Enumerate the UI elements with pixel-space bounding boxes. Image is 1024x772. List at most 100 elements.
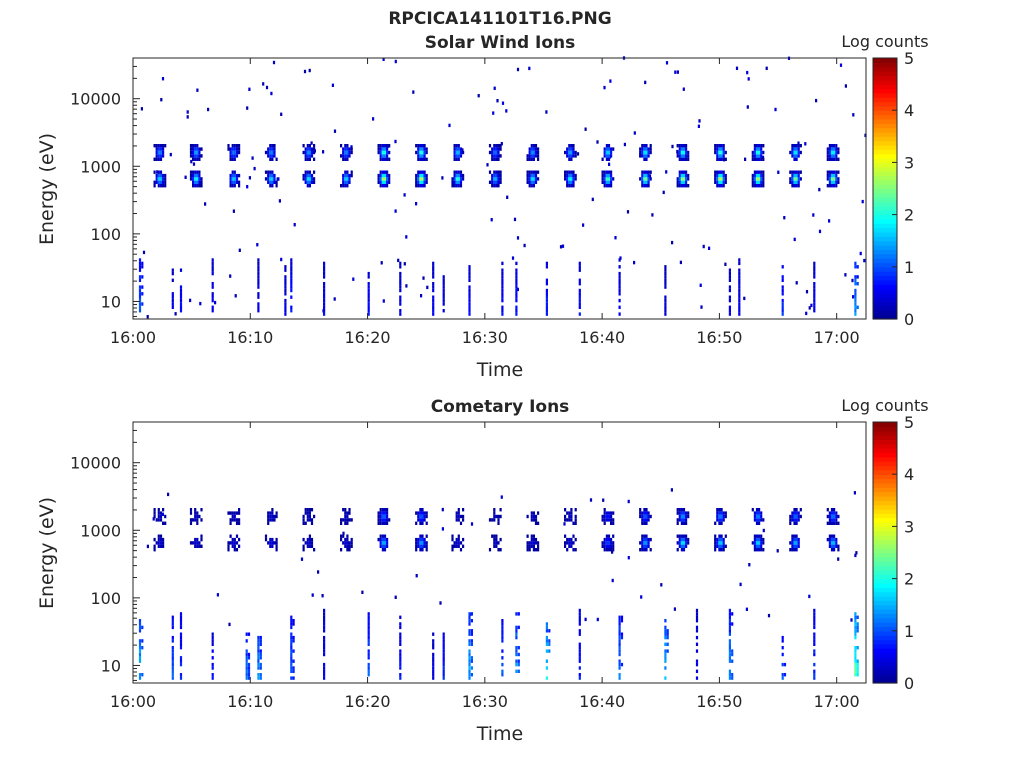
beam-cell [758, 144, 761, 148]
beam-cell [269, 150, 272, 155]
beam-cell [488, 170, 492, 174]
spike-cell [290, 268, 293, 272]
beam-cell [164, 180, 167, 184]
spike-cell [813, 275, 816, 279]
noise-cell [186, 115, 189, 119]
spike-cell [517, 625, 520, 630]
beam-cell [718, 177, 721, 181]
spike-cell [856, 659, 859, 663]
beam-cell [649, 177, 652, 181]
beam-cell [493, 177, 496, 181]
beam-cell [685, 511, 688, 515]
beam-cell [417, 544, 420, 548]
beam-cell [302, 144, 305, 148]
beam-cell [685, 173, 688, 178]
colorbar-segment [873, 145, 897, 150]
beam-cell [455, 144, 458, 148]
beam-cell [830, 537, 834, 542]
beam-cell [196, 537, 199, 542]
spike-cell [854, 298, 857, 303]
beam-cell [267, 514, 270, 519]
panel-cometary-ions: Cometary Ions 16:00 16:10 16:20 16:30 16:40 1… [36, 396, 929, 745]
beam-cell [574, 521, 577, 525]
spike-cell [578, 305, 581, 309]
beam-cell [310, 518, 314, 522]
noise-cell [627, 499, 630, 504]
beam-cell [499, 170, 502, 174]
noise-cell [420, 294, 423, 298]
beam-cell [421, 173, 424, 178]
spike-cell [548, 639, 551, 643]
beam-cell [235, 541, 239, 545]
spike-cell [211, 649, 214, 653]
spike-cell [515, 612, 518, 616]
beam-cell [194, 157, 197, 161]
beam-cell [238, 184, 241, 188]
beam-cell [493, 537, 496, 542]
noise-cell [161, 512, 164, 516]
noise-cell [697, 124, 700, 128]
beam-cell [153, 537, 156, 542]
spike-cell [738, 275, 741, 279]
beam-cell [453, 177, 456, 181]
colorbar-segment [873, 227, 897, 233]
noise-cell [863, 258, 866, 263]
spike-cell [171, 666, 174, 670]
beam-cell [797, 173, 800, 178]
spike-cell [432, 673, 435, 677]
spike-cell [211, 258, 214, 262]
beam-cell [493, 541, 496, 545]
colorbar-segment [873, 456, 897, 462]
beam-cell [379, 150, 382, 155]
beam-cell [269, 518, 272, 522]
spike-cell [695, 615, 699, 619]
spike-cell [781, 639, 784, 643]
beam-cell [828, 157, 831, 161]
beam-cell [194, 537, 197, 542]
beam-cell [200, 537, 203, 542]
spike-cell [664, 271, 667, 276]
beam-cell [828, 511, 831, 515]
beam-cell [641, 147, 644, 151]
beam-cell [791, 548, 794, 552]
beam-cell [425, 521, 428, 525]
spike-cell [367, 666, 370, 670]
beam-cell [493, 184, 496, 188]
spike-cell [367, 285, 370, 289]
beam-cell [643, 157, 646, 161]
colorbar-segment [873, 469, 897, 475]
spike-cell [399, 275, 402, 279]
beam-cell [419, 170, 422, 174]
beam-cell [603, 177, 606, 181]
beam-cell [537, 177, 540, 181]
beam-cell [605, 544, 608, 548]
beam-cell [753, 177, 756, 181]
y-tick-label: 100 [90, 589, 121, 608]
colorbar-segment [873, 245, 897, 250]
spike-cell [432, 666, 435, 670]
noise-cell [609, 79, 612, 83]
beam-cell [570, 537, 573, 542]
colorbar-segment [873, 487, 897, 493]
spike-cell [618, 639, 621, 643]
beam-cell [488, 548, 492, 552]
noise-cell [608, 162, 611, 166]
beam-cell [153, 508, 156, 512]
beam-cell [532, 177, 535, 181]
beam-cell [302, 544, 305, 548]
spike-cell [813, 625, 816, 630]
noise-cell [648, 174, 652, 178]
beam-cell [264, 177, 268, 181]
spike-cell [781, 662, 784, 667]
x-tick-label: 16:00 [110, 328, 156, 347]
beam-cell [302, 548, 305, 552]
beam-cell [564, 514, 567, 519]
spike-cell [432, 656, 435, 660]
noise-cell [161, 77, 165, 81]
beam-cell [641, 518, 644, 522]
noise-cell [140, 107, 143, 111]
beam-cell [720, 518, 723, 522]
beam-cell [423, 157, 426, 161]
beam-cell [189, 511, 193, 515]
spike-cell [813, 261, 816, 266]
